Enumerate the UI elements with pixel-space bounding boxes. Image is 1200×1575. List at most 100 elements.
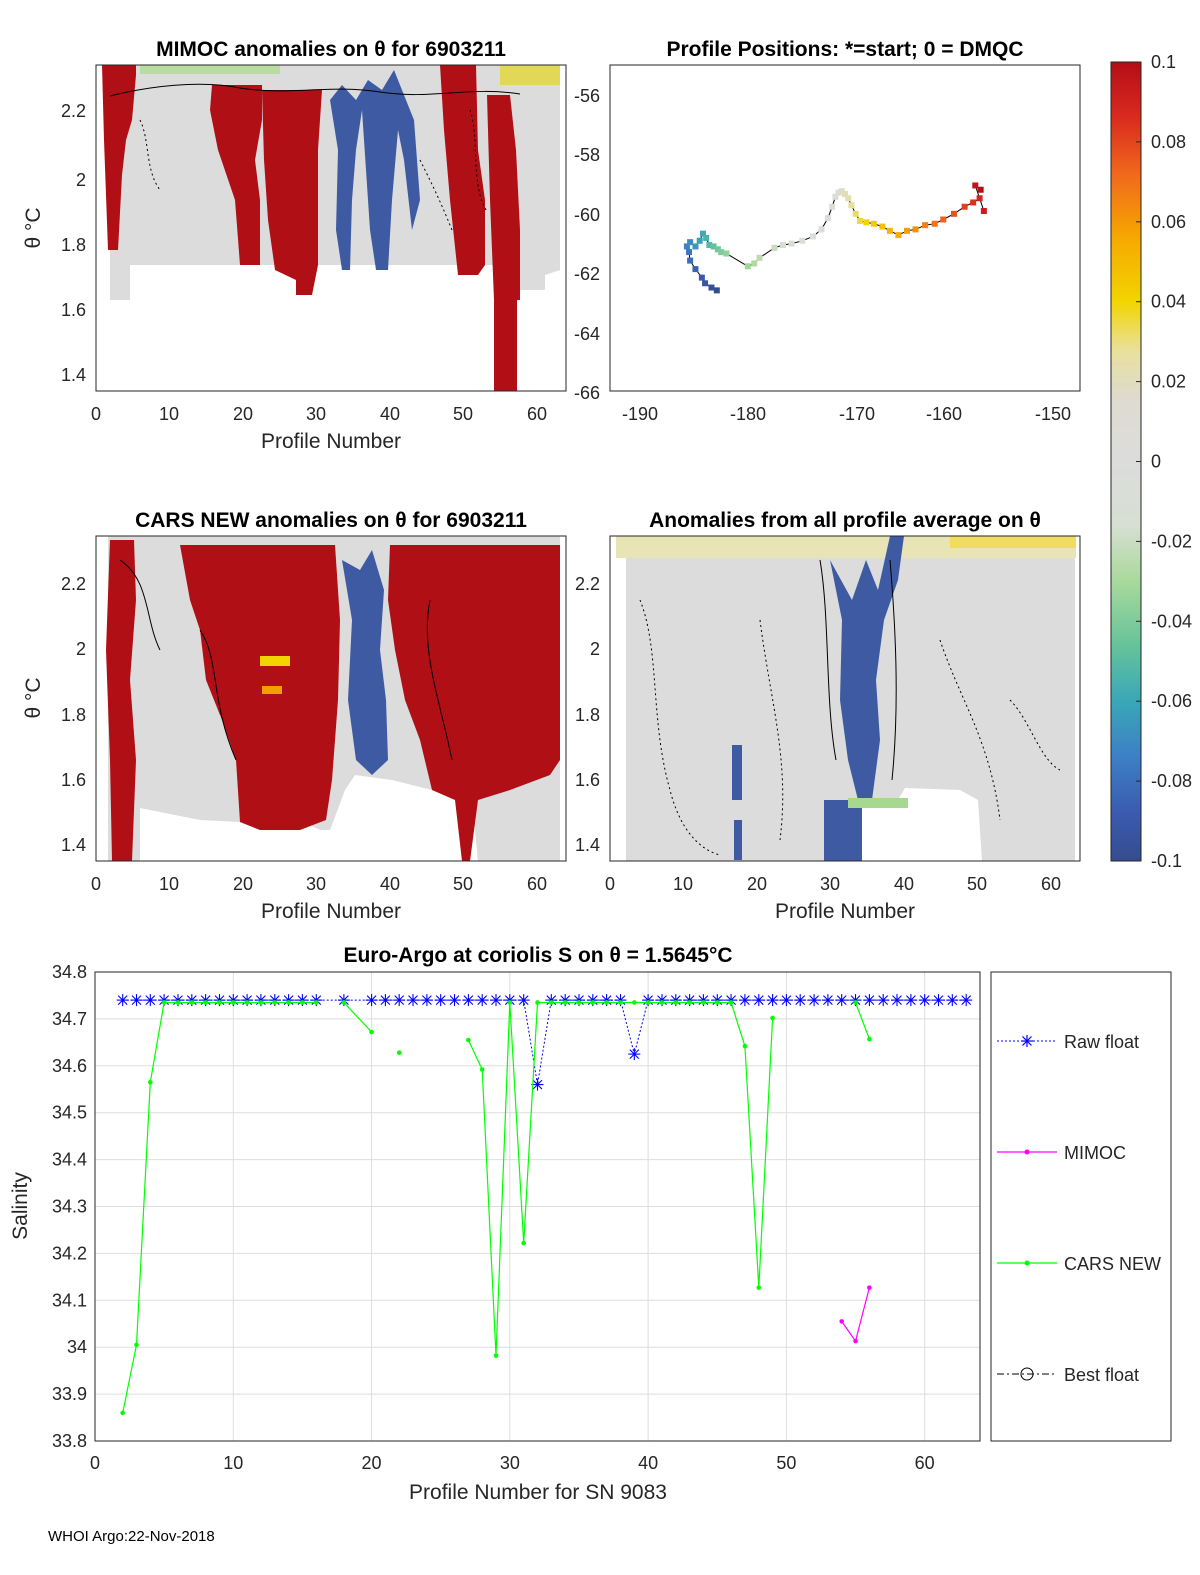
mimoc-xtick: 50 bbox=[453, 404, 473, 424]
position-point bbox=[886, 227, 893, 234]
salinity-axes-box bbox=[94, 971, 981, 1442]
position-point bbox=[744, 263, 751, 270]
salinity-ytick: 34.2 bbox=[52, 1243, 87, 1263]
cars-ytick: 1.6 bbox=[61, 770, 86, 790]
cars-xtick: 20 bbox=[233, 874, 253, 894]
position-point bbox=[922, 222, 929, 229]
mimoc-xlabel: Profile Number bbox=[261, 430, 401, 453]
colorbar-tick-label: 0.04 bbox=[1151, 292, 1186, 312]
raw-float-point bbox=[738, 994, 751, 1007]
cars-xtick: 40 bbox=[380, 874, 400, 894]
average-xtick: 30 bbox=[820, 874, 840, 894]
raw-float-point bbox=[434, 994, 447, 1007]
cars-new-point bbox=[590, 1000, 596, 1005]
mimoc-ytick: 2 bbox=[76, 170, 86, 190]
colorbar-tick-label: 0.1 bbox=[1151, 52, 1176, 72]
cars-xtick: 10 bbox=[159, 874, 179, 894]
cars-new-point bbox=[244, 1000, 250, 1005]
colorbar-tick-label: -0.04 bbox=[1151, 611, 1192, 631]
cars-ytick: 1.4 bbox=[61, 835, 86, 855]
positions-ytick: -58 bbox=[574, 145, 600, 165]
cars-new-point bbox=[189, 1000, 195, 1005]
legend-best-marker bbox=[1020, 1367, 1034, 1381]
cars-y-ticks: 1.4 1.6 1.8 2 2.2 bbox=[61, 574, 86, 855]
position-point bbox=[976, 195, 983, 202]
position-point bbox=[771, 244, 778, 251]
raw-float-point bbox=[766, 994, 779, 1007]
average-contour bbox=[639, 599, 1061, 856]
position-point bbox=[699, 230, 706, 237]
position-point bbox=[977, 186, 984, 193]
mimoc-xtick: 0 bbox=[91, 404, 101, 424]
cars-new-point bbox=[673, 1000, 679, 1005]
position-point bbox=[702, 280, 709, 287]
average-title: Anomalies from all profile average on θ bbox=[649, 509, 1041, 532]
position-point bbox=[972, 182, 979, 189]
mimoc-ytick: 1.4 bbox=[61, 365, 86, 385]
salinity-ytick: 33.9 bbox=[52, 1384, 87, 1404]
average-surface-band bbox=[950, 536, 1076, 548]
footer-credit: WHOI Argo:22-Nov-2018 bbox=[48, 1528, 215, 1545]
salinity-xtick: 0 bbox=[90, 1453, 100, 1473]
cars-new-point bbox=[742, 1043, 748, 1049]
cars-axes-box bbox=[95, 535, 567, 862]
salinity-y-ticks: 33.8 33.9 34 34.1 34.2 34.3 34.4 34.5 34.6 34.7 34… bbox=[52, 962, 87, 1451]
colorbar-tick-label: -0.02 bbox=[1151, 531, 1192, 551]
colorbar-tick-label: 0.02 bbox=[1151, 372, 1186, 392]
positions-xtick: -170 bbox=[839, 404, 875, 424]
position-point bbox=[713, 287, 720, 294]
positions-title: Profile Positions: *=start; 0 = DMQC bbox=[666, 38, 1023, 61]
salinity-ytick: 34.7 bbox=[52, 1009, 87, 1029]
colorbar-tick-label: -0.1 bbox=[1151, 851, 1182, 871]
legend-raw-label: Raw float bbox=[1064, 1032, 1139, 1052]
salinity-ytick: 34.6 bbox=[52, 1056, 87, 1076]
positions-ytick: -64 bbox=[574, 324, 600, 344]
cars-positive-block bbox=[388, 545, 560, 861]
positions-panel: Profile Positions: *=start; 0 = DMQC -19… bbox=[574, 38, 1081, 424]
legend-entry-best-float: Best float bbox=[997, 1365, 1139, 1385]
mimoc-surface-band bbox=[140, 65, 280, 74]
cars-new-point bbox=[313, 1000, 319, 1005]
average-xtick: 60 bbox=[1041, 874, 1061, 894]
cars-new-point bbox=[203, 1000, 208, 1005]
position-point bbox=[950, 210, 957, 217]
cars-new-point bbox=[756, 1285, 762, 1290]
cars-ytick: 2.2 bbox=[61, 574, 86, 594]
raw-float-point bbox=[835, 994, 848, 1007]
mimoc-positive-block bbox=[487, 95, 520, 300]
cars-new-point bbox=[396, 1050, 402, 1055]
raw-float-point bbox=[780, 994, 793, 1007]
cars-contour bbox=[119, 559, 453, 761]
cars-new-point bbox=[770, 1015, 775, 1021]
legend-mimoc-label: MIMOC bbox=[1064, 1143, 1126, 1163]
average-contour bbox=[819, 559, 897, 781]
position-point bbox=[829, 203, 836, 210]
legend-entry-mimoc: MIMOC bbox=[997, 1143, 1126, 1163]
position-point bbox=[687, 257, 694, 264]
mimoc-positive-block bbox=[262, 90, 322, 295]
average-xtick: 40 bbox=[894, 874, 914, 894]
position-point bbox=[723, 250, 730, 257]
position-point bbox=[931, 220, 938, 227]
raw-float-point bbox=[476, 994, 489, 1007]
mimoc-point bbox=[867, 1285, 872, 1290]
position-point bbox=[756, 254, 763, 261]
average-xtick: 50 bbox=[967, 874, 987, 894]
positions-axes-box bbox=[609, 64, 1081, 392]
average-negative-block bbox=[734, 820, 742, 860]
legend-cars-label: CARS NEW bbox=[1064, 1254, 1161, 1274]
average-xlabel: Profile Number bbox=[775, 900, 915, 923]
position-point bbox=[714, 246, 721, 253]
mimoc-positive-block bbox=[102, 65, 136, 250]
cars-ytick: 1.8 bbox=[61, 705, 86, 725]
position-point bbox=[696, 237, 703, 244]
colorbar-tick-label: -0.06 bbox=[1151, 691, 1192, 711]
colorbar-tick-label: 0.08 bbox=[1151, 132, 1186, 152]
mimoc-contour bbox=[139, 109, 487, 231]
cars-negative-block bbox=[342, 550, 388, 775]
cars-new-point bbox=[148, 1079, 153, 1085]
average-negative-block bbox=[830, 536, 904, 800]
colorbar-tick-label: 0.06 bbox=[1151, 212, 1186, 232]
position-point bbox=[818, 226, 825, 233]
cars-positive-block bbox=[180, 545, 340, 830]
